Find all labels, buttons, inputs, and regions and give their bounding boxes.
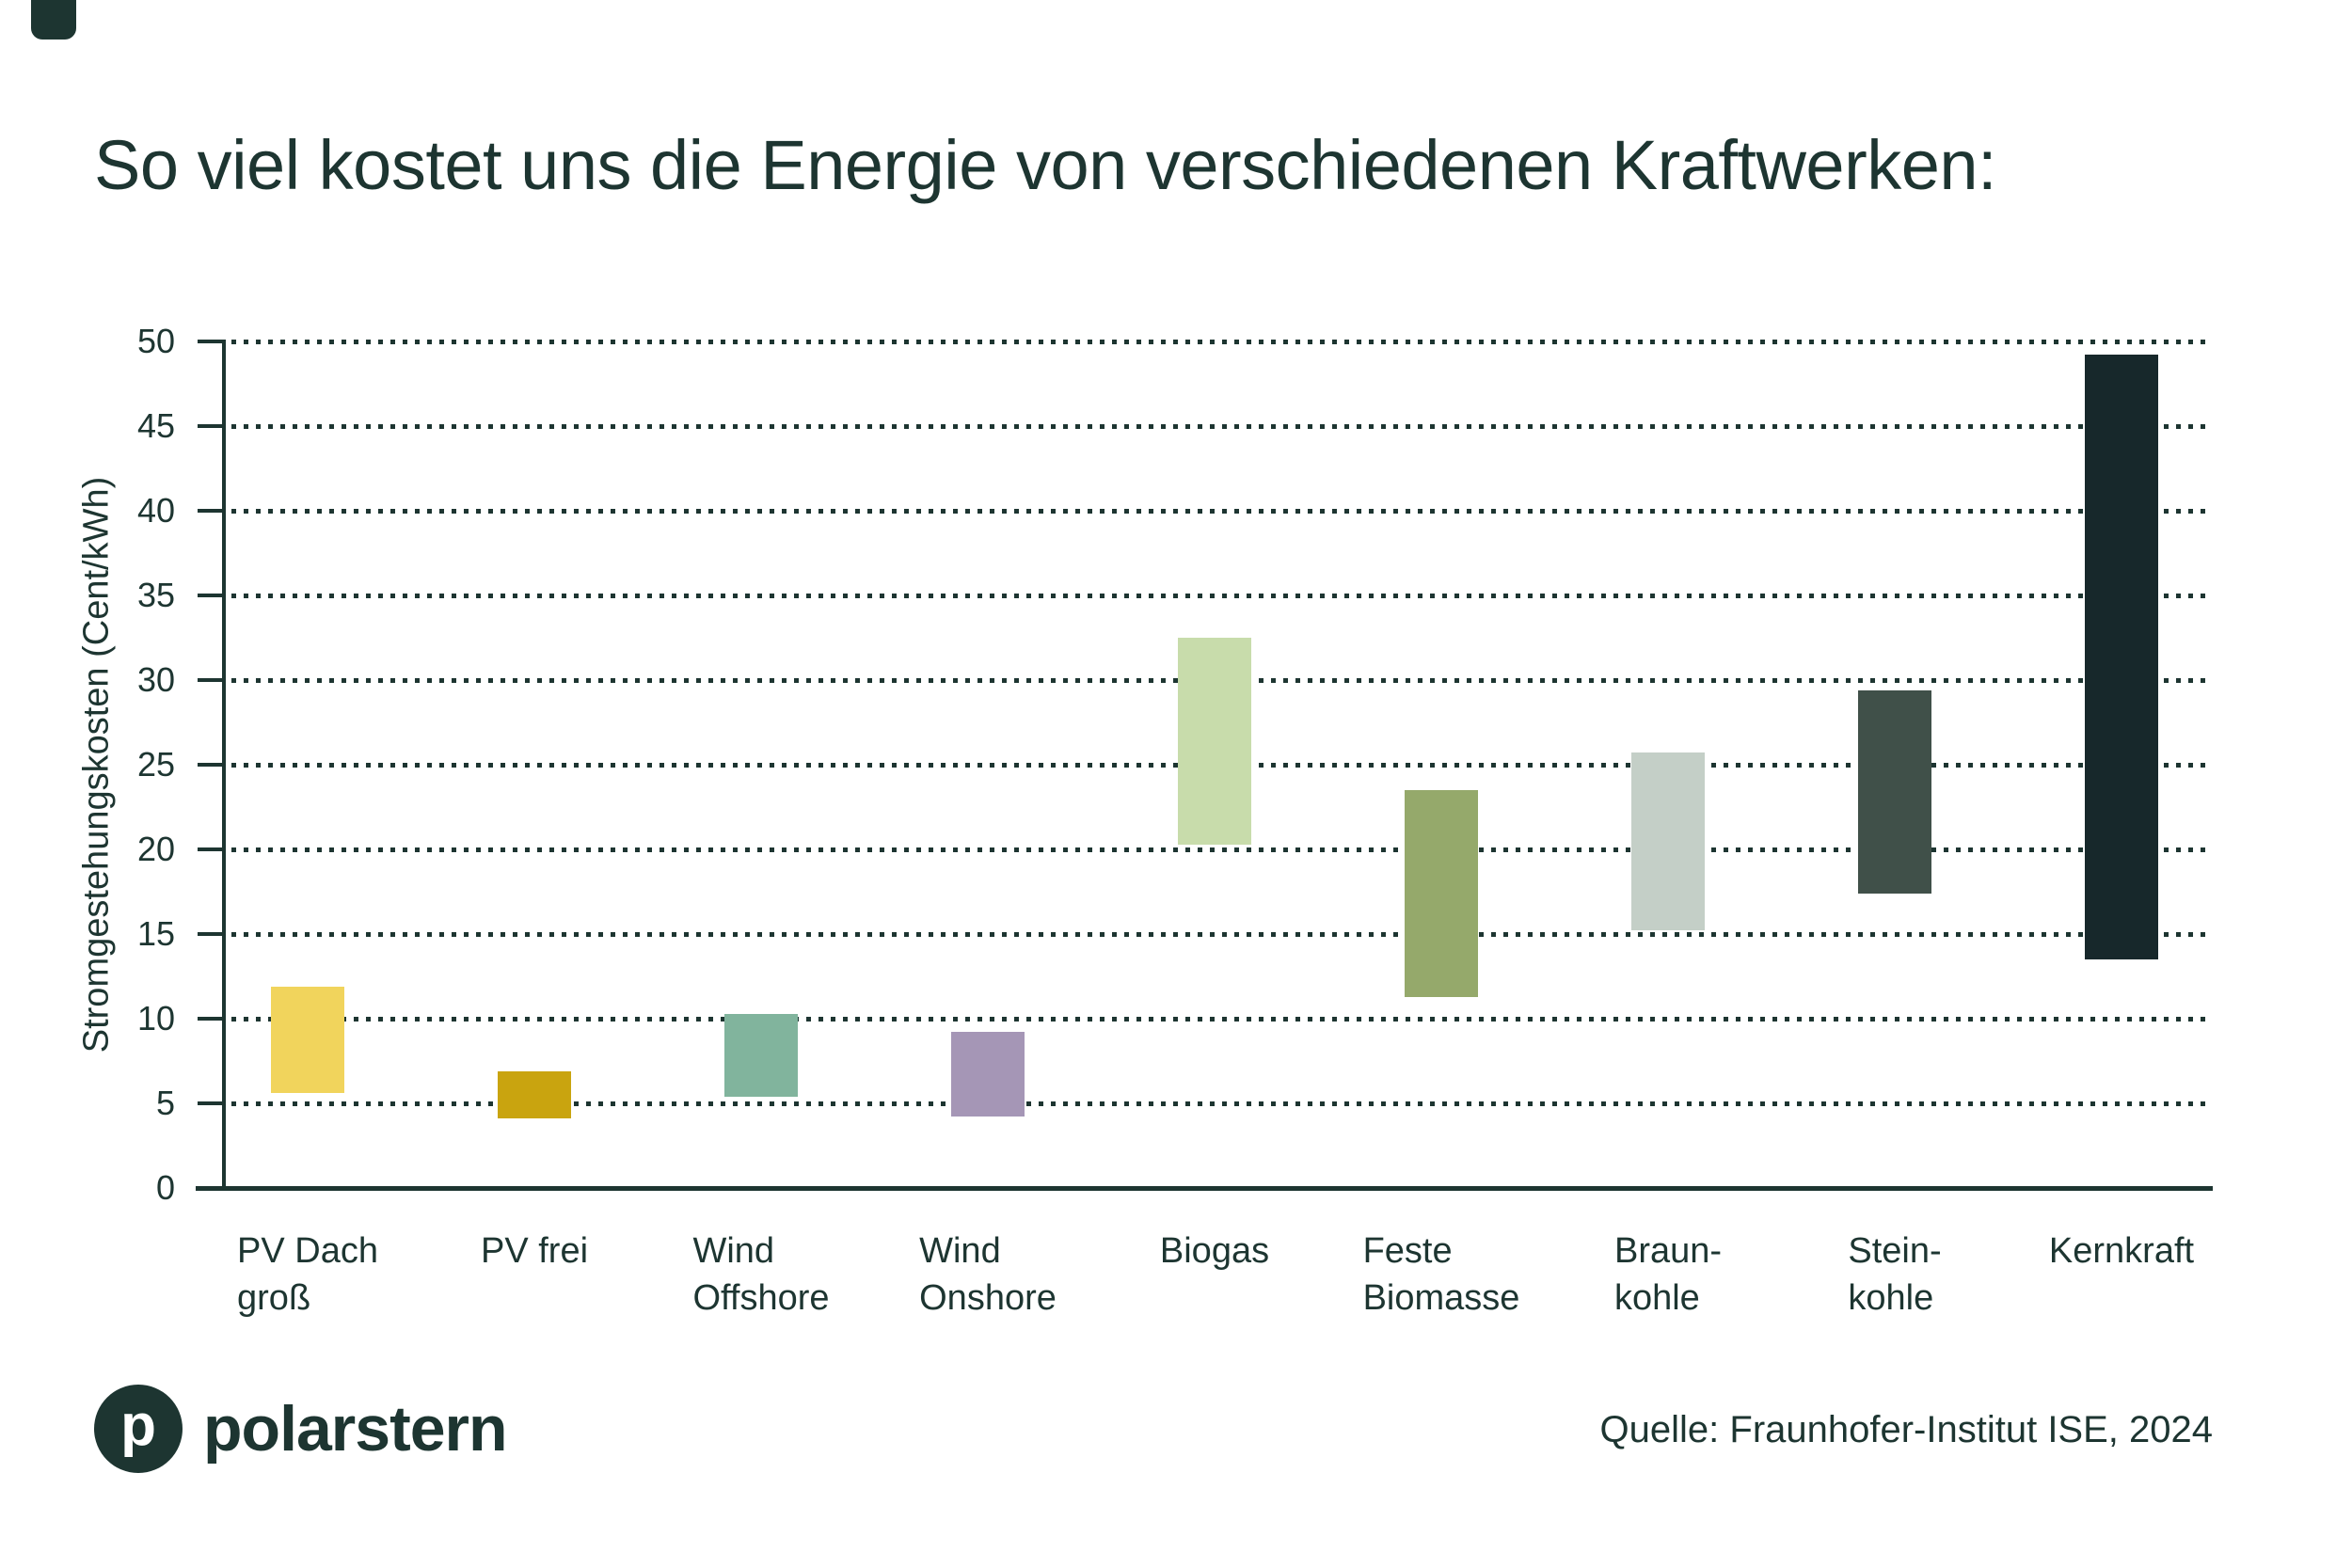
y-tick-label-15: 15 — [136, 914, 175, 953]
x-label-wind-offshore: Wind Offshore — [692, 1231, 830, 1318]
gridline-10 — [231, 1017, 2207, 1022]
x-label-kernkraft: Kernkraft — [2048, 1231, 2195, 1271]
bar-braunkohle — [1631, 752, 1705, 931]
y-tick-label-45: 45 — [136, 406, 175, 445]
y-tick-40 — [198, 509, 223, 513]
y-tick-label-0: 0 — [155, 1168, 175, 1207]
y-tick-25 — [198, 763, 223, 767]
bar-wind-offshore — [724, 1013, 798, 1097]
y-tick-5 — [198, 1101, 223, 1105]
y-tick-15 — [198, 932, 223, 936]
y-tick-label-40: 40 — [136, 491, 175, 530]
x-label-braunkohle: Braun- kohle — [1613, 1231, 1723, 1318]
gridline-35 — [231, 594, 2207, 598]
y-tick-label-35: 35 — [136, 576, 175, 614]
x-label-biogas: Biogas — [1159, 1231, 1270, 1271]
corner-mark — [31, 0, 76, 40]
source-caption: Quelle: Fraunhofer-Institut ISE, 2024 — [1599, 1409, 2213, 1450]
x-axis-line — [196, 1186, 2213, 1191]
y-tick-label-50: 50 — [136, 322, 175, 360]
bar-steinkohle — [1858, 689, 1931, 894]
x-label-wind-onshore: Wind Onshore — [919, 1231, 1057, 1318]
bar-pv-dach-gro- — [271, 986, 344, 1094]
bar-biogas — [1178, 638, 1251, 845]
x-label-steinkohle: Stein- kohle — [1848, 1231, 1942, 1318]
gridline-20 — [231, 847, 2207, 852]
y-tick-35 — [198, 594, 223, 597]
bar-pv-frei — [498, 1070, 571, 1119]
y-tick-50 — [198, 340, 223, 343]
y-tick-label-10: 10 — [136, 999, 175, 1037]
y-tick-label-5: 5 — [155, 1084, 175, 1122]
gridline-50 — [231, 340, 2207, 344]
bar-wind-onshore — [951, 1032, 1025, 1117]
bar-kernkraft — [2085, 355, 2158, 959]
brand-logo: p polarstern — [94, 1385, 508, 1473]
brand-name: polarstern — [203, 1393, 508, 1465]
polarstern-logo-icon: p — [94, 1385, 183, 1473]
y-tick-45 — [198, 424, 223, 428]
y-tick-label-30: 30 — [136, 660, 175, 699]
y-axis-line — [222, 340, 226, 1190]
page-title: So viel kostet uns die Energie von versc… — [94, 126, 1997, 204]
plot-area: 0 5 10 15 20 25 30 35 40 45 50 PV Dach groß PV frei W… — [137, 323, 2213, 1318]
gridline-45 — [231, 424, 2207, 429]
x-label-feste-biomasse: Feste Biomasse — [1362, 1231, 1520, 1318]
y-tick-30 — [198, 678, 223, 682]
gridline-40 — [231, 509, 2207, 514]
x-label-pv-dach-gro-: PV Dach groß — [237, 1231, 378, 1318]
gridline-15 — [231, 932, 2207, 937]
x-label-pv-frei: PV frei — [480, 1231, 589, 1271]
y-tick-label-25: 25 — [136, 745, 175, 784]
y-tick-20 — [198, 847, 223, 851]
gridline-5 — [231, 1101, 2207, 1106]
y-tick-10 — [198, 1017, 223, 1021]
logo-letter: p — [120, 1393, 156, 1458]
y-tick-label-20: 20 — [136, 830, 175, 868]
bar-feste-biomasse — [1405, 790, 1478, 997]
